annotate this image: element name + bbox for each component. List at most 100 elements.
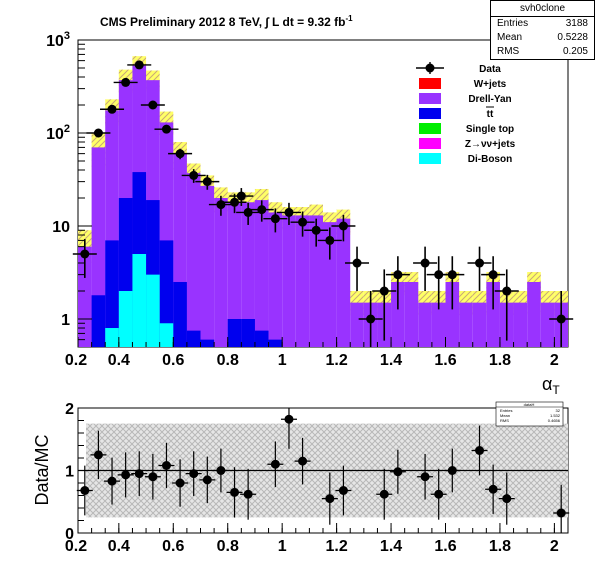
drellyan-bar (254, 200, 269, 347)
y-tick-label: 103 (46, 30, 70, 50)
ratio-point (148, 472, 158, 482)
drellyan-bar (323, 222, 337, 347)
data-point (134, 60, 144, 70)
x-tick-label: 0.4 (108, 352, 130, 369)
stats-row-rms: RMS 0.205 (491, 45, 594, 59)
x-tick-label: 1.2 (325, 352, 347, 369)
data-point (434, 270, 444, 280)
ratio-y-tick-label: 0 (65, 526, 74, 543)
drellyan-bar (540, 302, 555, 347)
data-point (311, 225, 321, 235)
ratio-point (161, 461, 171, 470)
data-point (420, 258, 430, 268)
ratio-stats-box: dataH Entries 32 Mean 1.532 RMS 0.4656 (495, 401, 564, 427)
drellyan-bar (186, 173, 201, 347)
data-point (475, 258, 485, 268)
ratio-point (298, 456, 308, 466)
data-point (216, 200, 226, 210)
ratio-stats-value: 32 (556, 408, 561, 413)
ttbar-bar (227, 319, 242, 347)
ratio-y-tick-label: 2 (65, 401, 74, 418)
ttbar-bar (268, 339, 283, 347)
ratio-plot-axes: 0.2 0.4 0.6 0.8 1 1.2 1.4 1.6 1.8 2 0 1 2 (65, 401, 559, 555)
legend-label-drellyan: Drell-Yan (468, 94, 511, 105)
drellyan-bar (295, 215, 310, 347)
ttbar-bar (159, 240, 174, 347)
legend-swatch-drellyan (419, 93, 441, 104)
ratio-point (420, 472, 430, 482)
drellyan-bar (336, 218, 351, 347)
x-tick-label: 1.4 (380, 352, 402, 369)
drellyan-bar (241, 202, 255, 347)
ratio-point (475, 446, 485, 455)
stats-label: Entries (497, 18, 529, 29)
y-tick-label: 10 (52, 219, 70, 236)
data-point (298, 217, 308, 227)
drellyan-bar (309, 215, 323, 347)
ratio-x-tick-label: 1.8 (489, 538, 511, 555)
drellyan-bar (472, 302, 487, 347)
ratio-point (338, 486, 348, 495)
ratio-point (270, 459, 280, 469)
data-point (488, 270, 498, 280)
stats-row-mean: Mean 0.5228 (491, 31, 594, 45)
ratio-point (121, 470, 131, 480)
drellyan-bar (78, 246, 92, 347)
data-point (556, 314, 566, 324)
legend-label-diboson: Di-Boson (468, 154, 512, 165)
ratio-point (175, 478, 185, 488)
ttbar-bar (254, 330, 269, 347)
legend-swatch-singletop (419, 123, 441, 134)
stats-row-entries: Entries 3188 (491, 17, 594, 31)
x-axis-title: αT (542, 374, 560, 397)
mc-stack (78, 65, 568, 348)
ratio-point (488, 484, 498, 494)
data-point (107, 104, 117, 114)
drellyan-bar (459, 302, 473, 347)
legend-label-ttbar: tt (487, 109, 494, 120)
legend-swatch-ttbar (419, 108, 441, 119)
diboson-bar (159, 323, 174, 347)
ratio-y-tick-label: 1 (65, 464, 74, 481)
ratio-y-axis-title: Data/MC (32, 434, 52, 505)
ttbar-bar (241, 319, 255, 347)
ratio-stats-value: 0.4656 (548, 418, 561, 423)
legend: Data W+jets Drell-Yan tt Single top Z→νν+jets… (416, 62, 516, 165)
ratio-x-tick-label: 0.6 (162, 538, 184, 555)
drellyan-bar (527, 281, 541, 347)
ratio-x-tick-label: 1.4 (380, 538, 402, 555)
data-point (189, 170, 199, 180)
ratio-point (502, 494, 512, 504)
data-point (230, 197, 240, 207)
data-point (93, 128, 103, 138)
ratio-point (379, 489, 389, 499)
legend-label-data: Data (479, 64, 501, 75)
drellyan-bar (200, 185, 215, 347)
x-tick-label: 2 (550, 352, 559, 369)
drellyan-bar (227, 202, 242, 347)
data-point (338, 221, 348, 231)
ratio-point (202, 475, 212, 485)
drellyan-bar (486, 281, 500, 347)
data-point (257, 205, 267, 215)
stats-value: 0.5228 (557, 32, 588, 43)
diboson-bar (146, 274, 160, 347)
data-point (161, 124, 171, 134)
diboson-bar (118, 291, 133, 347)
data-point (121, 77, 131, 87)
x-tick-label: 0.8 (217, 352, 239, 369)
ratio-x-tick-label: 0.2 (65, 538, 87, 555)
data-point (325, 235, 335, 245)
data-point (202, 177, 212, 187)
ratio-x-tick-label: 0.4 (108, 538, 130, 555)
ratio-point (325, 494, 335, 504)
drellyan-bar (431, 302, 446, 347)
ratio-point (284, 414, 294, 424)
diboson-bar (105, 328, 119, 347)
legend-data-marker (425, 63, 435, 73)
ratio-point (393, 467, 403, 477)
ratio-stats-label: Mean (500, 413, 510, 418)
drellyan-bar (391, 281, 405, 347)
ratio-point (107, 476, 117, 486)
stats-value: 0.205 (562, 46, 588, 57)
